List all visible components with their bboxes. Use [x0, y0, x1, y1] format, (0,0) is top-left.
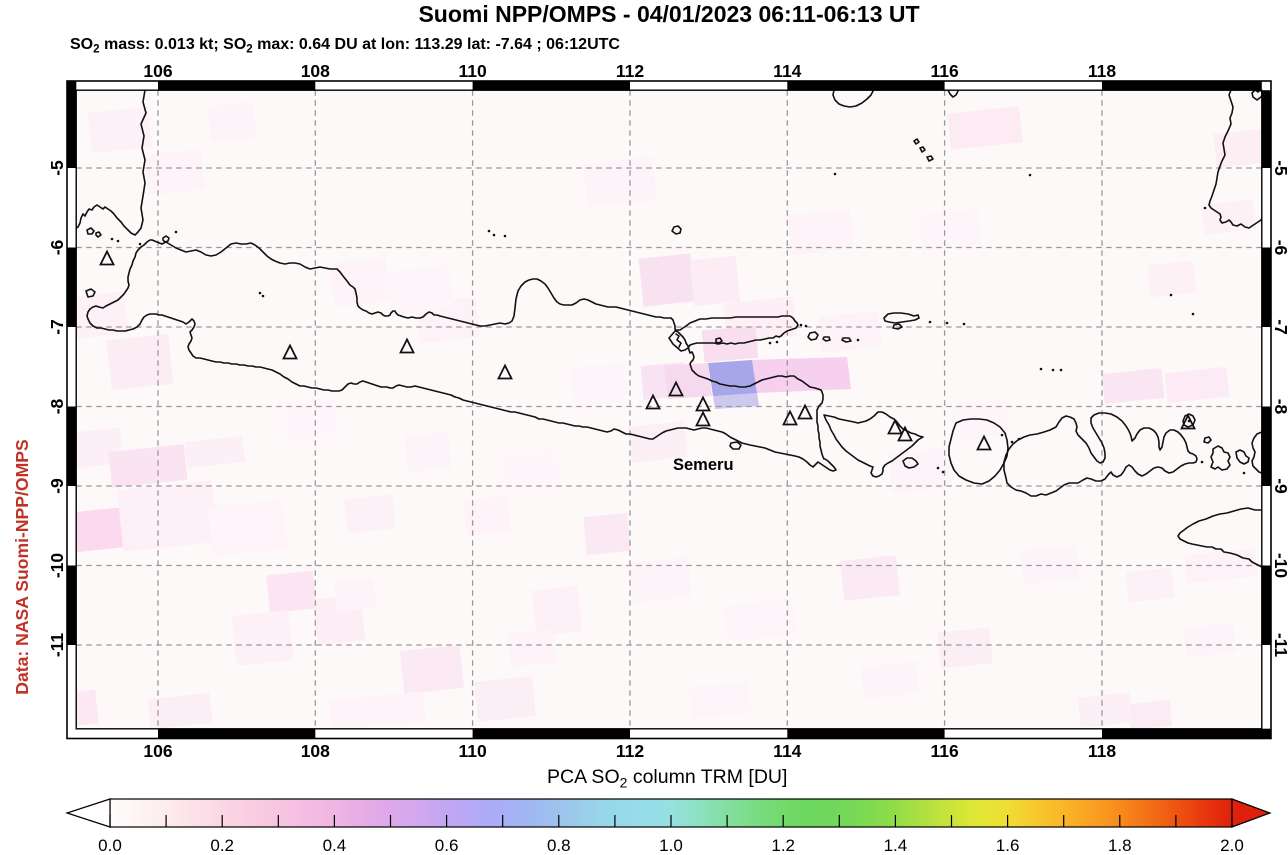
- svg-text:Semeru: Semeru: [673, 456, 734, 474]
- svg-text:-6: -6: [47, 239, 67, 255]
- svg-text:112: 112: [616, 741, 644, 761]
- svg-text:0.8: 0.8: [547, 836, 571, 855]
- svg-text:1.2: 1.2: [771, 836, 795, 855]
- svg-text:110: 110: [458, 741, 486, 761]
- svg-text:106: 106: [143, 741, 172, 761]
- svg-text:-5: -5: [47, 160, 67, 176]
- svg-text:-8: -8: [47, 398, 67, 414]
- svg-text:-11: -11: [1271, 633, 1288, 658]
- svg-text:-11: -11: [47, 633, 67, 658]
- svg-text:0.4: 0.4: [323, 836, 347, 855]
- svg-text:114: 114: [773, 741, 801, 761]
- svg-text:116: 116: [930, 61, 958, 81]
- svg-text:0.2: 0.2: [210, 836, 234, 855]
- svg-text:112: 112: [616, 61, 644, 81]
- svg-text:-7: -7: [47, 319, 67, 335]
- svg-text:-10: -10: [47, 553, 67, 579]
- svg-text:-6: -6: [1271, 240, 1288, 256]
- svg-text:Suomi NPP/OMPS - 04/01/2023 06: Suomi NPP/OMPS - 04/01/2023 06:11-06:13 …: [418, 1, 919, 27]
- svg-text:114: 114: [773, 61, 801, 81]
- svg-text:106: 106: [143, 61, 172, 81]
- svg-text:-10: -10: [1271, 553, 1288, 579]
- svg-text:110: 110: [458, 61, 486, 81]
- svg-text:0.6: 0.6: [435, 836, 459, 855]
- svg-text:108: 108: [301, 61, 330, 81]
- svg-text:118: 118: [1088, 741, 1116, 761]
- svg-text:108: 108: [301, 741, 330, 761]
- svg-text:1.4: 1.4: [884, 836, 908, 855]
- svg-text:-9: -9: [1271, 478, 1288, 494]
- svg-text:-9: -9: [47, 478, 67, 494]
- svg-text:0.0: 0.0: [98, 836, 122, 855]
- svg-text:-7: -7: [1271, 319, 1288, 335]
- svg-text:116: 116: [930, 741, 958, 761]
- svg-text:-8: -8: [1271, 399, 1288, 415]
- svg-text:2.0: 2.0: [1220, 836, 1244, 855]
- svg-text:118: 118: [1088, 61, 1116, 81]
- svg-text:Data: NASA Suomi-NPP/OMPS: Data: NASA Suomi-NPP/OMPS: [12, 439, 32, 695]
- svg-text:1.0: 1.0: [659, 836, 683, 855]
- svg-text:PCA SO2 column TRM [DU]: PCA SO2 column TRM [DU]: [547, 766, 787, 791]
- svg-text:1.6: 1.6: [996, 836, 1020, 855]
- svg-text:-5: -5: [1271, 160, 1288, 176]
- svg-text:1.8: 1.8: [1108, 836, 1132, 855]
- svg-text:SO2 mass: 0.013 kt; SO2 max: 0: SO2 mass: 0.013 kt; SO2 max: 0.64 DU at …: [70, 36, 620, 56]
